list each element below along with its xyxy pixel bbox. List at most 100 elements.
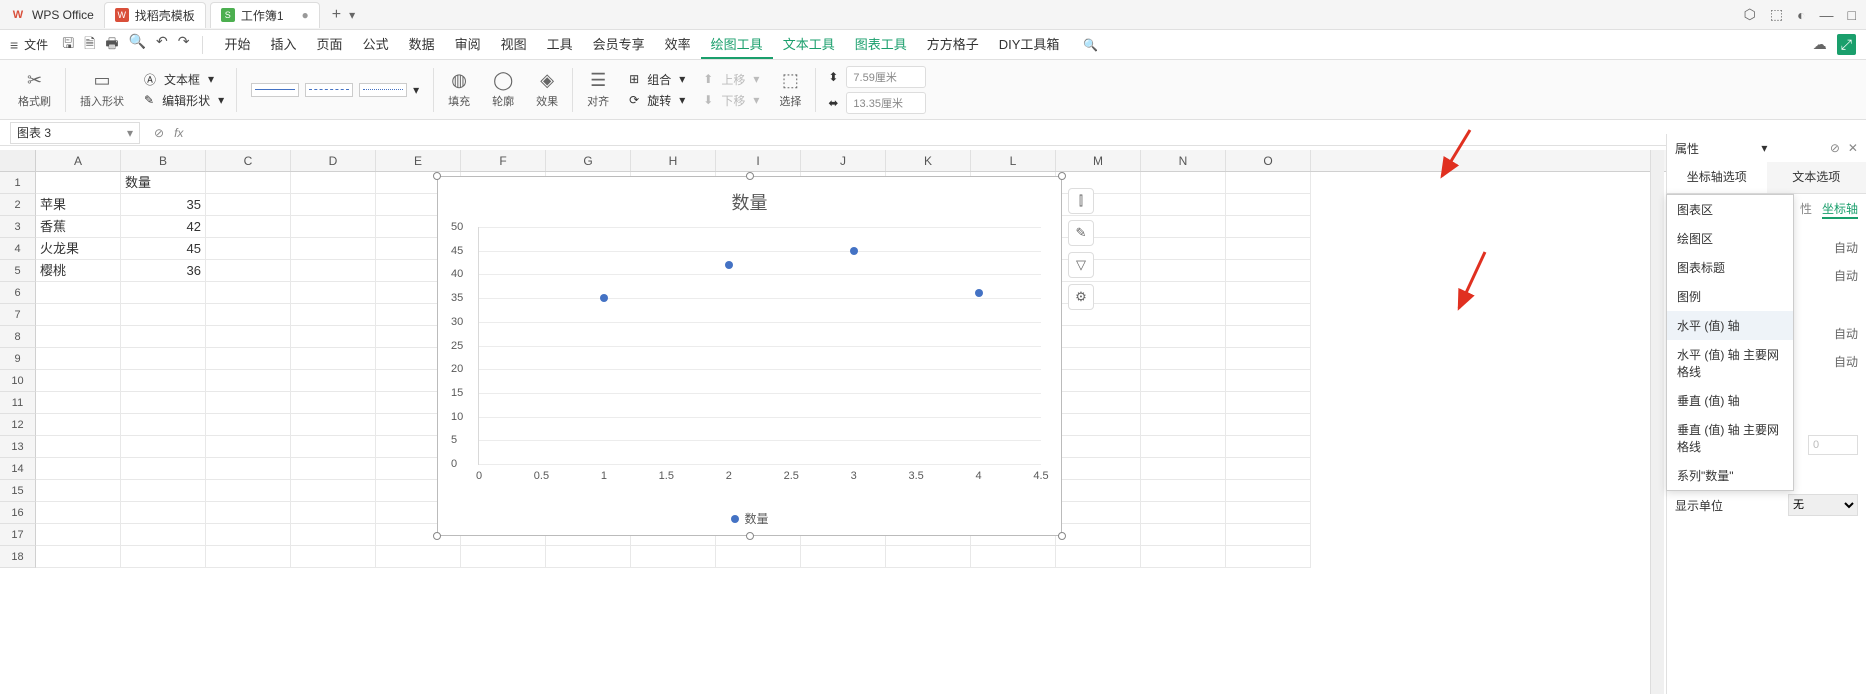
cell[interactable] — [121, 370, 206, 392]
row-header-10[interactable]: 10 — [0, 370, 36, 392]
tab-menu-button[interactable]: ▾ — [349, 8, 355, 22]
cloud-sync-icon[interactable]: ☁ — [1813, 36, 1827, 53]
cell[interactable] — [1226, 326, 1311, 348]
menu-方方格子[interactable]: 方方格子 — [917, 30, 989, 59]
cell[interactable] — [121, 502, 206, 524]
display-unit-select[interactable]: 无 — [1788, 494, 1858, 516]
fill-button[interactable]: ◍填充 — [440, 60, 478, 119]
close-panel-icon[interactable]: ✕ — [1848, 141, 1858, 155]
col-header-I[interactable]: I — [716, 150, 801, 171]
cell[interactable] — [1141, 238, 1226, 260]
cell[interactable] — [1141, 370, 1226, 392]
cell[interactable] — [1226, 216, 1311, 238]
cell[interactable] — [36, 348, 121, 370]
cell[interactable] — [1056, 436, 1141, 458]
cell[interactable] — [206, 216, 291, 238]
cell[interactable] — [206, 502, 291, 524]
align-button[interactable]: ☰对齐 — [579, 60, 617, 119]
cell[interactable] — [1226, 282, 1311, 304]
cell[interactable] — [1226, 524, 1311, 546]
chart-legend[interactable]: 数量 — [730, 510, 768, 527]
menu-文本工具[interactable]: 文本工具 — [773, 30, 845, 59]
row-header-8[interactable]: 8 — [0, 326, 36, 348]
cell[interactable] — [1226, 238, 1311, 260]
cell[interactable] — [36, 436, 121, 458]
cell[interactable] — [121, 458, 206, 480]
axis-dd-item[interactable]: 绘图区 — [1667, 224, 1793, 253]
cell[interactable] — [1226, 502, 1311, 524]
axis-dd-item[interactable]: 图表区 — [1667, 195, 1793, 224]
preview-icon[interactable]: 🔍 — [129, 33, 146, 57]
cell[interactable] — [1226, 304, 1311, 326]
axis-dd-item[interactable]: 垂直 (值) 轴 主要网格线 — [1667, 415, 1793, 461]
chart-object[interactable]: 数量 0510152025303540455000.511.522.533.54… — [437, 176, 1062, 536]
props-tab-axis-options[interactable]: 坐标轴选项 — [1667, 162, 1767, 193]
tab-close-icon[interactable]: ● — [302, 8, 309, 22]
row-header-9[interactable]: 9 — [0, 348, 36, 370]
row-header-3[interactable]: 3 — [0, 216, 36, 238]
cell[interactable] — [291, 238, 376, 260]
row-header-18[interactable]: 18 — [0, 546, 36, 568]
cloud-icon[interactable]: ⬡ — [1744, 6, 1756, 23]
tab-template[interactable]: W 找稻壳模板 — [104, 2, 206, 28]
menu-插入[interactable]: 插入 — [261, 30, 307, 59]
cell[interactable] — [1141, 348, 1226, 370]
cell[interactable] — [1141, 524, 1226, 546]
cell[interactable] — [36, 282, 121, 304]
cancel-formula-icon[interactable]: ⊘ — [154, 126, 164, 140]
cell[interactable] — [291, 194, 376, 216]
cell[interactable] — [121, 480, 206, 502]
line-style-gallery[interactable]: ▾ — [243, 83, 427, 97]
cell[interactable] — [291, 414, 376, 436]
axis-value-input[interactable] — [1808, 435, 1858, 455]
cell[interactable] — [206, 370, 291, 392]
cell[interactable] — [36, 414, 121, 436]
cell[interactable] — [1056, 348, 1141, 370]
axis-dd-item[interactable]: 水平 (值) 轴 主要网格线 — [1667, 340, 1793, 386]
cell[interactable] — [121, 436, 206, 458]
save-as-icon[interactable]: 🗎 — [84, 33, 95, 57]
cell[interactable] — [206, 480, 291, 502]
cell[interactable] — [291, 216, 376, 238]
menu-DIY工具箱[interactable]: DIY工具箱 — [989, 30, 1070, 59]
tab-workbook[interactable]: S 工作簿1 ● — [210, 2, 320, 28]
cell[interactable] — [206, 458, 291, 480]
cell[interactable] — [716, 546, 801, 568]
menu-会员专享[interactable]: 会员专享 — [583, 30, 655, 59]
file-menu[interactable]: ≡ 文件 — [10, 36, 48, 53]
row-header-7[interactable]: 7 — [0, 304, 36, 326]
cell[interactable] — [1141, 326, 1226, 348]
cell[interactable] — [291, 480, 376, 502]
cell[interactable] — [36, 304, 121, 326]
chart-filter-button[interactable]: ▽ — [1068, 252, 1094, 278]
chart-point[interactable] — [975, 289, 983, 297]
expand-icon[interactable]: ⤢ — [1837, 34, 1856, 55]
cell[interactable] — [1141, 392, 1226, 414]
cell[interactable] — [1226, 348, 1311, 370]
cell[interactable] — [376, 546, 461, 568]
chart-elements-button[interactable]: ⫿ — [1068, 188, 1094, 214]
cell[interactable]: 36 — [121, 260, 206, 282]
cell[interactable] — [1056, 370, 1141, 392]
col-header-O[interactable]: O — [1226, 150, 1311, 171]
chart-title[interactable]: 数量 — [438, 189, 1061, 215]
cell[interactable]: 火龙果 — [36, 238, 121, 260]
cell[interactable] — [121, 414, 206, 436]
cell[interactable] — [206, 326, 291, 348]
axis-element-dropdown[interactable]: 图表区绘图区图表标题图例水平 (值) 轴水平 (值) 轴 主要网格线垂直 (值)… — [1666, 194, 1794, 491]
cell[interactable] — [36, 480, 121, 502]
text-box-button[interactable]: Ⓐ文本框▾ — [144, 71, 224, 88]
cell[interactable] — [1141, 194, 1226, 216]
row-header-17[interactable]: 17 — [0, 524, 36, 546]
props-subtab-axis[interactable]: 坐标轴 — [1822, 200, 1858, 219]
cell[interactable] — [36, 546, 121, 568]
cell[interactable] — [206, 304, 291, 326]
col-header-F[interactable]: F — [461, 150, 546, 171]
cell[interactable] — [206, 524, 291, 546]
axis-dd-item[interactable]: 系列"数量" — [1667, 461, 1793, 490]
cell[interactable] — [121, 348, 206, 370]
effect-button[interactable]: ◈效果 — [528, 60, 566, 119]
cell[interactable] — [291, 282, 376, 304]
rotate-button[interactable]: ⟳旋转▾ — [629, 92, 685, 109]
cell[interactable] — [291, 392, 376, 414]
